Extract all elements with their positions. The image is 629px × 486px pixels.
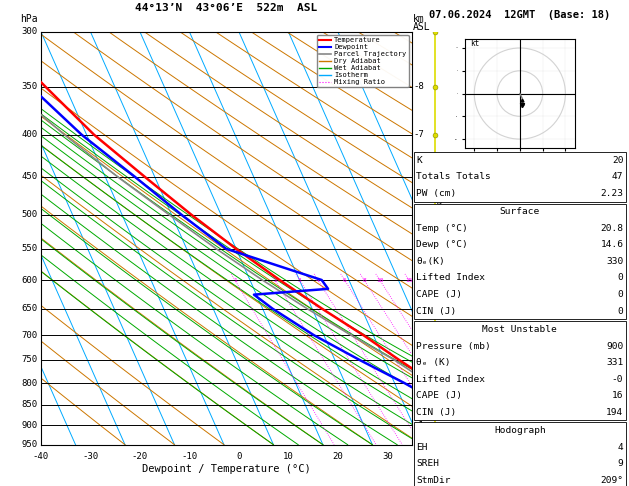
Text: CIN (J): CIN (J) — [416, 307, 457, 315]
Text: 600: 600 — [21, 276, 38, 284]
Text: 500: 500 — [21, 210, 38, 219]
Text: km: km — [413, 15, 425, 24]
Text: 800: 800 — [21, 379, 38, 388]
Text: 1: 1 — [233, 278, 237, 282]
Text: 20.8: 20.8 — [600, 224, 623, 233]
Text: θₑ(K): θₑ(K) — [416, 257, 445, 266]
Text: -1: -1 — [413, 421, 424, 430]
Text: K: K — [416, 156, 422, 165]
Text: 330: 330 — [606, 257, 623, 266]
Text: StmDir: StmDir — [416, 476, 451, 485]
Text: 8: 8 — [362, 278, 366, 282]
Text: Pressure (mb): Pressure (mb) — [416, 342, 491, 350]
Text: Dewp (°C): Dewp (°C) — [416, 241, 468, 249]
Text: 0: 0 — [618, 290, 623, 299]
Text: 2.23: 2.23 — [600, 189, 623, 198]
Text: 16: 16 — [612, 391, 623, 400]
Text: CIN (J): CIN (J) — [416, 408, 457, 417]
Text: -8: -8 — [413, 82, 424, 91]
Text: 0: 0 — [236, 452, 242, 461]
Text: -4: -4 — [413, 304, 424, 313]
Text: Hodograph: Hodograph — [494, 426, 546, 435]
Text: 900: 900 — [21, 421, 38, 430]
Text: Dewpoint / Temperature (°C): Dewpoint / Temperature (°C) — [142, 464, 311, 474]
Text: -20: -20 — [132, 452, 148, 461]
Text: 850: 850 — [21, 400, 38, 409]
Text: 400: 400 — [21, 130, 38, 139]
Text: 0: 0 — [618, 307, 623, 315]
Text: 900: 900 — [606, 342, 623, 350]
Text: 6: 6 — [343, 278, 347, 282]
Text: 4: 4 — [618, 443, 623, 451]
Text: Surface: Surface — [500, 208, 540, 216]
Text: 20: 20 — [332, 452, 343, 461]
Text: 10: 10 — [376, 278, 384, 282]
Text: 4: 4 — [316, 278, 320, 282]
Text: 550: 550 — [21, 244, 38, 253]
Text: -30: -30 — [82, 452, 98, 461]
Text: © weatheronline.co.uk: © weatheronline.co.uk — [471, 460, 569, 469]
Text: -3: -3 — [413, 331, 424, 340]
Text: -2: -2 — [413, 379, 424, 388]
Text: 350: 350 — [21, 82, 38, 91]
Text: -40: -40 — [33, 452, 49, 461]
Text: 14.6: 14.6 — [600, 241, 623, 249]
Text: Mixing Ratio (g/kg): Mixing Ratio (g/kg) — [436, 191, 445, 286]
Text: 44°13’N  43°06’E  522m  ASL: 44°13’N 43°06’E 522m ASL — [135, 3, 318, 13]
Text: 47: 47 — [612, 173, 623, 181]
Text: SREH: SREH — [416, 459, 440, 468]
Text: -5: -5 — [413, 244, 424, 253]
Text: 9: 9 — [618, 459, 623, 468]
Text: 450: 450 — [21, 173, 38, 181]
Text: Most Unstable: Most Unstable — [482, 325, 557, 334]
Text: 0: 0 — [618, 274, 623, 282]
Text: 2: 2 — [273, 278, 277, 282]
Text: 650: 650 — [21, 304, 38, 313]
Text: 3: 3 — [298, 278, 301, 282]
Text: Totals Totals: Totals Totals — [416, 173, 491, 181]
Text: 20: 20 — [612, 156, 623, 165]
Text: LCL: LCL — [413, 404, 428, 414]
Text: Lifted Index: Lifted Index — [416, 375, 486, 383]
Text: θₑ (K): θₑ (K) — [416, 358, 451, 367]
Text: hPa: hPa — [20, 15, 38, 24]
Text: 331: 331 — [606, 358, 623, 367]
Text: -0: -0 — [612, 375, 623, 383]
Text: 750: 750 — [21, 355, 38, 364]
Text: 10: 10 — [283, 452, 294, 461]
Text: 15: 15 — [405, 278, 413, 282]
Text: -6: -6 — [413, 173, 424, 181]
Text: -10: -10 — [181, 452, 198, 461]
Text: ASL: ASL — [413, 22, 431, 32]
Text: 194: 194 — [606, 408, 623, 417]
Text: -7: -7 — [413, 130, 424, 139]
Legend: Temperature, Dewpoint, Parcel Trajectory, Dry Adiabat, Wet Adiabat, Isotherm, Mi: Temperature, Dewpoint, Parcel Trajectory… — [317, 35, 408, 87]
Text: PW (cm): PW (cm) — [416, 189, 457, 198]
Text: Temp (°C): Temp (°C) — [416, 224, 468, 233]
Text: CAPE (J): CAPE (J) — [416, 391, 462, 400]
Text: kt: kt — [470, 39, 479, 48]
Text: CAPE (J): CAPE (J) — [416, 290, 462, 299]
Text: Lifted Index: Lifted Index — [416, 274, 486, 282]
Text: EH: EH — [416, 443, 428, 451]
Text: 30: 30 — [382, 452, 392, 461]
Text: 950: 950 — [21, 440, 38, 449]
Text: 700: 700 — [21, 331, 38, 340]
Text: 209°: 209° — [600, 476, 623, 485]
Text: 07.06.2024  12GMT  (Base: 18): 07.06.2024 12GMT (Base: 18) — [429, 10, 611, 20]
Text: 300: 300 — [21, 27, 38, 36]
